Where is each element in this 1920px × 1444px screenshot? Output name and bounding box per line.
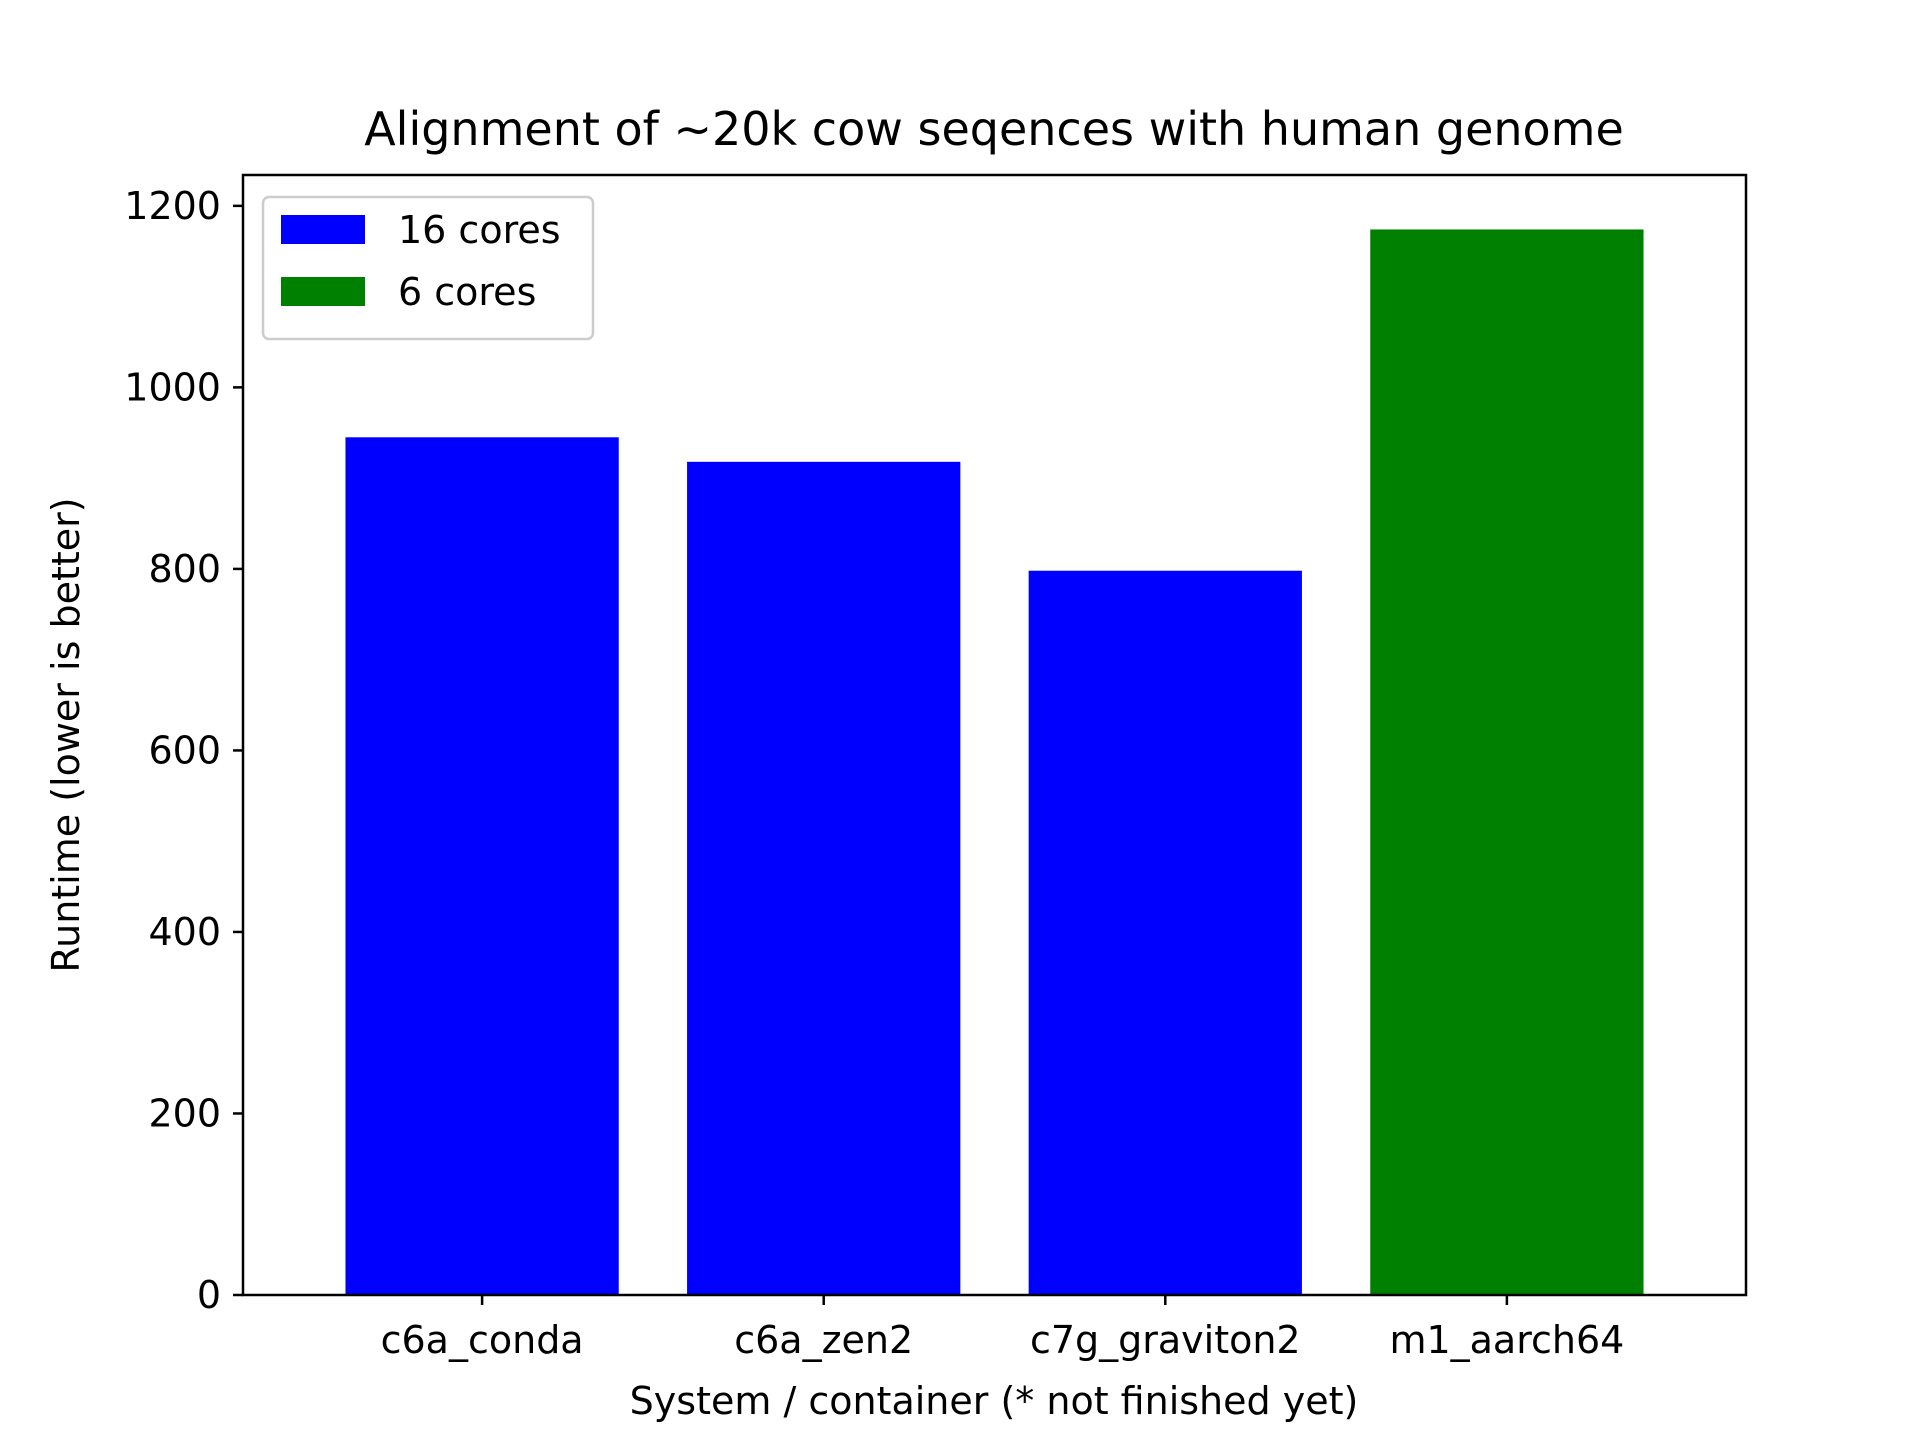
legend-swatch	[281, 277, 365, 306]
y-tick-label: 800	[148, 547, 221, 591]
bar-c7g_graviton2	[1028, 570, 1302, 1295]
y-tick-label: 1200	[124, 184, 221, 228]
bars-layer	[345, 229, 1644, 1296]
bar-c6a_conda	[345, 437, 619, 1295]
legend-label: 6 cores	[398, 270, 536, 314]
y-tick-label: 0	[197, 1273, 221, 1317]
y-tick-label: 600	[148, 728, 221, 772]
x-axis-label: System / container (* not finished yet)	[630, 1379, 1359, 1423]
bar-c6a_zen2	[687, 461, 961, 1295]
y-axis: 0 200 400 600 800 1000 1200	[124, 184, 243, 1317]
y-tick-label: 1000	[124, 365, 221, 409]
legend-label: 16 cores	[398, 208, 561, 252]
legend: 16 cores 6 cores	[261, 195, 595, 341]
y-tick-label: 200	[148, 1091, 221, 1135]
legend-swatch	[281, 215, 365, 244]
x-tick-label: c7g_graviton2	[1030, 1318, 1301, 1362]
chart-title: Alignment of ~20k cow seqences with huma…	[364, 102, 1624, 156]
bar-m1_aarch64	[1370, 229, 1644, 1296]
plot-frame	[241, 173, 1748, 1297]
y-axis-label: Runtime (lower is better)	[44, 497, 88, 972]
x-tick-label: m1_aarch64	[1389, 1318, 1624, 1362]
y-tick-label: 400	[148, 910, 221, 954]
x-tick-label: c6a_conda	[381, 1318, 584, 1362]
x-axis: c6a_conda c6a_zen2 c7g_graviton2 m1_aarch64	[381, 1295, 1624, 1362]
x-tick-label: c6a_zen2	[734, 1318, 913, 1362]
